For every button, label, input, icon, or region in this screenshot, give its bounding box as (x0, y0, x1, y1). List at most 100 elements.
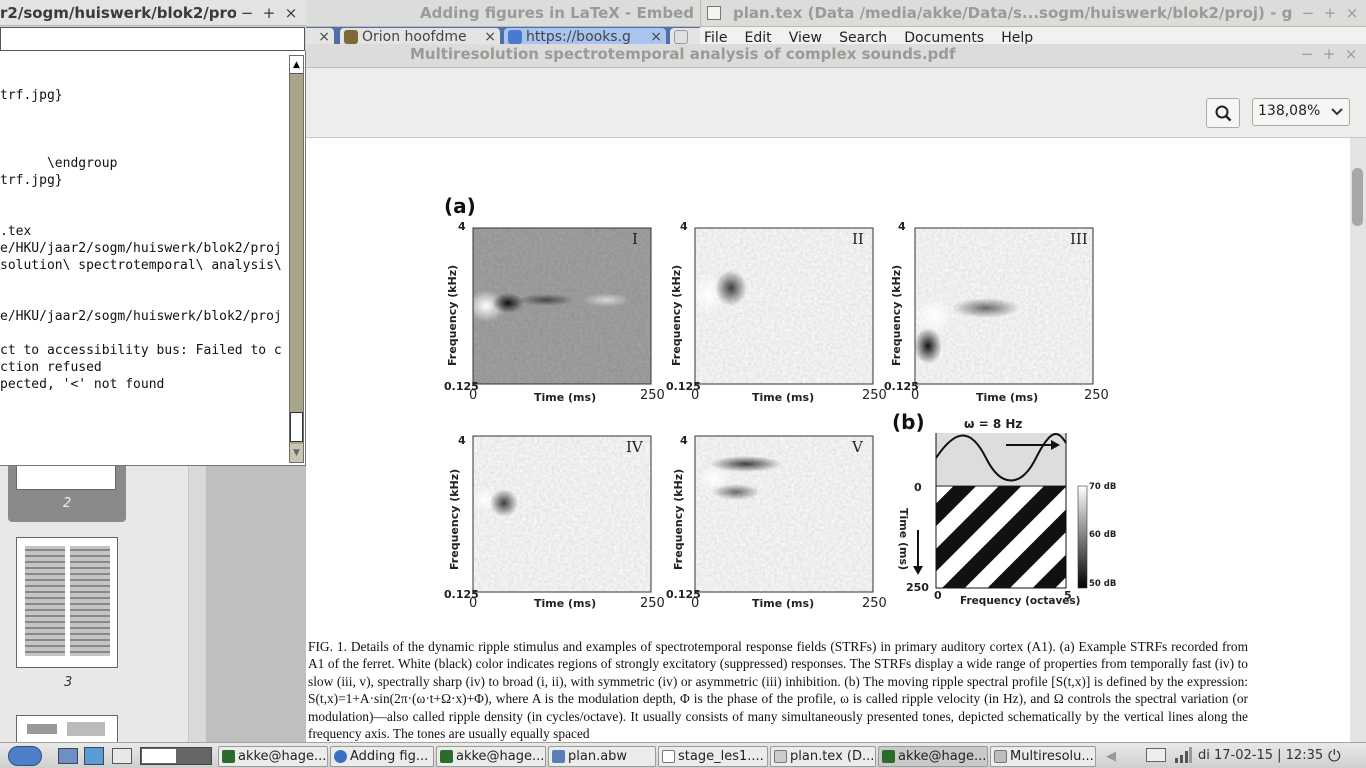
browser-tabstrip: × Orion hoofdme × https://books.g × (306, 27, 700, 47)
x-left-tick: 0 (691, 596, 700, 611)
document-scrollbar-thumb[interactable] (1352, 168, 1363, 226)
maximize-icon[interactable]: + (262, 4, 276, 22)
workspace-switcher[interactable] (140, 747, 212, 765)
google-icon (508, 30, 522, 44)
browser-titlebar[interactable]: Adding figures in LaTeX - Embed an (306, 0, 700, 27)
terminal-icon (440, 750, 453, 763)
taskbar-item[interactable]: akke@hage... (878, 746, 988, 767)
zoom-select[interactable]: 138,08% (1252, 98, 1350, 126)
find-button[interactable] (1206, 98, 1240, 128)
taskbar-item[interactable]: Adding fig... (330, 746, 434, 767)
menu-search[interactable]: Search (839, 30, 888, 46)
terminal-titlebar[interactable]: r2/sogm/huiswerk/blok2/proj − + × (0, 0, 306, 26)
tab-favicon-icon (344, 30, 358, 44)
y-axis-label: Frequency (kHz) (446, 264, 459, 366)
gedit-titlebar[interactable]: plan.tex (Data /media/akke/Data/s...sogm… (700, 0, 1366, 27)
close-icon[interactable]: × (284, 4, 298, 22)
terminal-scrollbar-thumb[interactable] (290, 412, 303, 442)
taskbar-item[interactable]: akke@hage... (218, 746, 328, 767)
terminal-scrollbar[interactable]: ▲ ▼ (289, 55, 304, 463)
minimize-icon[interactable]: − (240, 4, 254, 22)
thumbnail-page-4[interactable] (16, 715, 118, 742)
taskbar-item[interactable]: plan.abw (548, 746, 656, 767)
menu-edit[interactable]: Edit (744, 30, 772, 46)
close-icon[interactable]: × (650, 29, 662, 45)
menu-file[interactable]: File (704, 30, 728, 46)
x-left-tick: 0 (911, 388, 920, 403)
browser-tab[interactable] (670, 28, 700, 47)
thumbnail-page-3[interactable] (16, 537, 118, 668)
y-top-tick: 4 (458, 434, 466, 447)
evince-titlebar[interactable]: Multiresolution spectrotemporal analysis… (306, 44, 1366, 68)
close-icon[interactable]: × (318, 29, 330, 45)
evince-icon (994, 750, 1007, 763)
strf-label-4: IV (626, 438, 643, 456)
y-top-tick: 4 (680, 434, 688, 447)
terminal-menu-area (0, 27, 305, 51)
x-left-tick: 0 (469, 388, 478, 403)
y-bottom-tick: 0.125 (444, 380, 479, 393)
scroll-down-arrow-icon[interactable]: ▼ (290, 444, 303, 462)
strf-panel-4 (472, 435, 652, 593)
x-axis-label: Time (ms) (534, 391, 597, 404)
strf-label-3: III (1070, 230, 1088, 248)
start-menu-icon[interactable] (8, 746, 42, 766)
menu-documents[interactable]: Documents (904, 30, 985, 46)
maximize-icon[interactable]: + (1322, 45, 1336, 63)
minimize-icon[interactable]: − (1301, 4, 1315, 22)
evince-toolbar: 138,08% (306, 68, 1366, 138)
page-icon (674, 30, 688, 44)
clock[interactable]: di 17-02-15 | 12:35 (1198, 748, 1324, 763)
ripple-diagram (913, 433, 1088, 589)
thumbnail-selected[interactable]: 2 (8, 466, 126, 522)
browser-tab[interactable]: https://books.g × (504, 28, 666, 47)
strf-label-2: II (852, 230, 864, 248)
document-scrollbar[interactable] (1350, 138, 1366, 742)
y-bottom-tick: 0.125 (884, 380, 919, 393)
thumbnail-page-2[interactable] (16, 466, 116, 490)
strf-label-1: I (632, 230, 638, 248)
close-icon[interactable]: × (1345, 4, 1359, 22)
maximize-icon[interactable]: + (1323, 4, 1337, 22)
taskbar-item[interactable]: stage_les1.... (658, 746, 768, 767)
y-axis-label: Frequency (kHz) (672, 468, 685, 570)
zoom-value: 138,08% (1258, 103, 1321, 119)
terminal-output[interactable]: trf.jpg} \endgroup trf.jpg} .tex e/HKU/j… (0, 51, 306, 466)
window-icon[interactable] (112, 748, 132, 764)
terminal-text: trf.jpg} \endgroup trf.jpg} .tex e/HKU/j… (0, 88, 282, 392)
taskbar-item[interactable]: akke@hage... (436, 746, 546, 767)
x-right-tick: 250 (862, 388, 887, 403)
gedit-title: plan.tex (Data /media/akke/Data/s...sogm… (733, 4, 1293, 22)
gedit-menubar: File Edit View Search Documents Help (700, 27, 1366, 47)
gedit-icon (707, 6, 721, 20)
menu-view[interactable]: View (788, 30, 822, 46)
ripple-time-250: 250 (906, 581, 929, 594)
scroll-up-arrow-icon[interactable]: ▲ (290, 56, 303, 74)
ripple-freq-5: 5 (1064, 589, 1072, 602)
menu-help[interactable]: Help (1001, 30, 1034, 46)
ripple-freq-0: 0 (934, 589, 942, 602)
close-icon[interactable]: × (484, 29, 496, 45)
network-icon[interactable] (1174, 747, 1192, 763)
x-axis-label: Time (ms) (752, 597, 815, 610)
thumbnail-figure-preview (27, 722, 105, 736)
close-icon[interactable]: × (1344, 45, 1358, 63)
strf-label-5: V (852, 438, 863, 456)
apps-icon[interactable] (84, 747, 104, 765)
x-right-tick: 250 (640, 388, 665, 403)
power-icon[interactable]: ⏻ (1328, 746, 1341, 765)
file-manager-icon[interactable] (58, 748, 78, 764)
thumbnail-label: 3 (64, 675, 73, 690)
browser-title: Adding figures in LaTeX - Embed an (420, 4, 700, 22)
volume-icon[interactable]: ◀ (1106, 749, 1116, 764)
x-left-tick: 0 (469, 596, 478, 611)
minimize-icon[interactable]: − (1300, 45, 1314, 63)
colorbar-50db: 50 dB (1089, 579, 1117, 589)
taskbar-item[interactable]: plan.tex (D... (770, 746, 876, 767)
panel-b-label: (b) (892, 410, 925, 434)
taskbar-item[interactable]: Multiresolu... (990, 746, 1096, 767)
keyboard-icon[interactable] (1146, 748, 1166, 762)
strf-panel-1 (466, 227, 652, 385)
browser-tab-close-partial[interactable]: × (306, 28, 334, 47)
browser-tab[interactable]: Orion hoofdme × (340, 28, 500, 47)
